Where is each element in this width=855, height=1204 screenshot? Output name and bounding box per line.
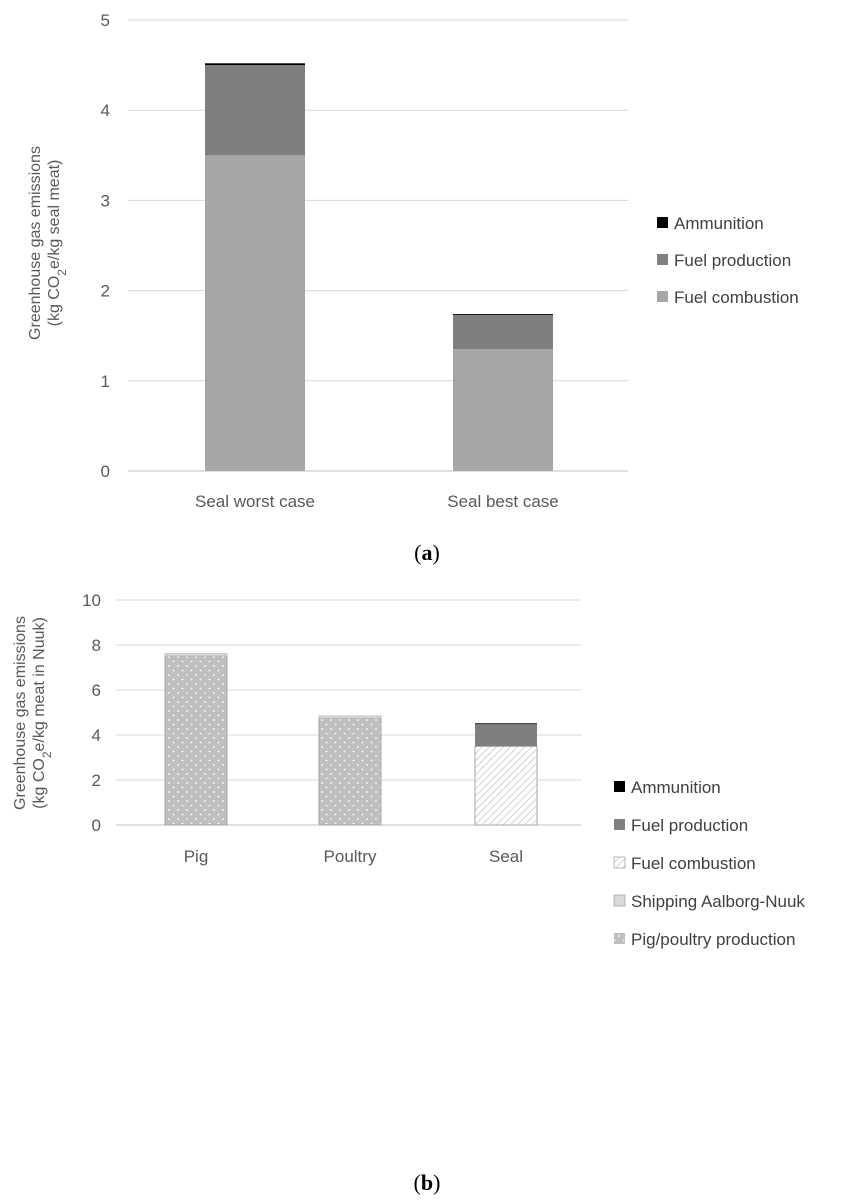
legend-swatch-ammunition bbox=[657, 217, 668, 228]
y-tick-label: 3 bbox=[101, 191, 110, 210]
bar-fuel-production bbox=[475, 723, 537, 747]
legend-label-fuel-combustion: Fuel combustion bbox=[631, 854, 756, 873]
figure-caption: (b) bbox=[414, 1170, 441, 1195]
bar-ammunition bbox=[475, 723, 537, 725]
bar-fuel-combustion bbox=[474, 745, 538, 826]
legend-swatch-pig-poultry-production bbox=[614, 933, 625, 944]
bar-fuel-production bbox=[453, 314, 553, 350]
bar-shipping-aalborg-nuuk bbox=[164, 653, 228, 657]
x-tick-label: Seal best case bbox=[447, 492, 559, 511]
bar-pig-poultry-production bbox=[318, 717, 382, 826]
y-tick-label: 8 bbox=[92, 636, 101, 655]
bar-shipping-aalborg-nuuk bbox=[318, 715, 382, 719]
legend-label-pig-poultry-production: Pig/poultry production bbox=[631, 930, 795, 949]
y-axis-title: Greenhouse gas emissions (kg CO2e/kg meat… bbox=[12, 616, 54, 810]
y-tick-label: 4 bbox=[101, 101, 110, 120]
bars bbox=[164, 653, 538, 826]
legend-swatch-fuel-production bbox=[614, 819, 625, 830]
bar-fuel-combustion bbox=[453, 349, 553, 471]
legend: Ammunition Fuel production Fuel combustion bbox=[657, 214, 799, 307]
y-tick-label: 2 bbox=[92, 771, 101, 790]
y-tick-label: 6 bbox=[92, 681, 101, 700]
x-tick-label: Poultry bbox=[324, 847, 377, 866]
legend-swatch-fuel-combustion bbox=[613, 856, 626, 869]
legend-label-fuel-production: Fuel production bbox=[631, 816, 748, 835]
legend-label-ammunition: Ammunition bbox=[631, 778, 721, 797]
figure-caption: (a) bbox=[414, 540, 440, 565]
y-tick-label: 5 bbox=[101, 11, 110, 30]
bar-fuel-combustion bbox=[205, 155, 305, 472]
y-axis-title: Greenhouse gas emissions (kg CO2e/kg seal… bbox=[27, 146, 69, 340]
chart-a: 0 1 2 3 4 5 Greenhouse gas emissions (kg CO2e/k… bbox=[27, 11, 799, 565]
legend: Ammunition Fuel production Fuel combustion… bbox=[613, 778, 805, 949]
y-tick-label: 0 bbox=[101, 462, 110, 481]
x-tick-label: Seal worst case bbox=[195, 492, 315, 511]
y-tick-label: 0 bbox=[92, 816, 101, 835]
bars bbox=[205, 63, 553, 472]
x-tick-label: Seal bbox=[489, 847, 523, 866]
bar-ammunition bbox=[453, 314, 553, 315]
y-tick-label: 2 bbox=[101, 282, 110, 301]
legend-label-fuel-combustion: Fuel combustion bbox=[674, 288, 799, 307]
y-tick-label: 4 bbox=[92, 726, 101, 745]
x-tick-label: Pig bbox=[184, 847, 209, 866]
legend-label-shipping-aalborg-nuuk: Shipping Aalborg-Nuuk bbox=[631, 892, 805, 911]
y-tick-label: 10 bbox=[82, 591, 101, 610]
y-tick-label: 1 bbox=[101, 372, 110, 391]
legend-swatch-fuel-production bbox=[657, 254, 668, 265]
legend-label-ammunition: Ammunition bbox=[674, 214, 764, 233]
bar-pig-poultry-production bbox=[164, 655, 228, 826]
legend-label-fuel-production: Fuel production bbox=[674, 251, 791, 270]
bar-fuel-production bbox=[205, 65, 305, 156]
bar-ammunition bbox=[205, 63, 305, 66]
legend-swatch-ammunition bbox=[614, 781, 625, 792]
legend-swatch-shipping-aalborg-nuuk bbox=[613, 894, 626, 907]
legend-swatch-fuel-combustion bbox=[657, 291, 668, 302]
chart-b: 0 2 4 6 8 10 Greenhouse gas emissions (kg CO2e/… bbox=[12, 591, 805, 1195]
